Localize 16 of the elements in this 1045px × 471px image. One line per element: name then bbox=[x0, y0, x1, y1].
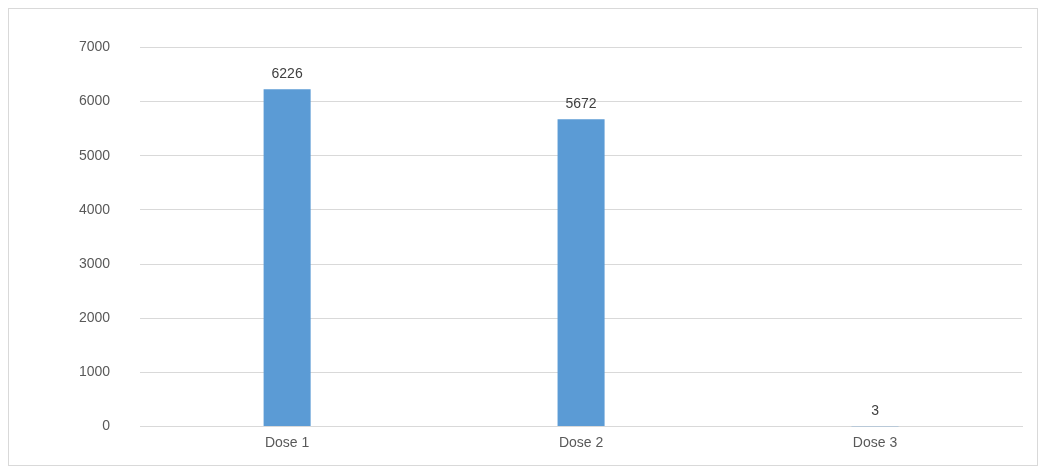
bar bbox=[263, 89, 311, 427]
y-tick-label: 5000 bbox=[78, 146, 111, 163]
y-tick-label: 3000 bbox=[78, 254, 111, 271]
y-tick-label: 7000 bbox=[78, 38, 111, 55]
data-label: 6226 bbox=[271, 65, 303, 82]
data-label: 3 bbox=[871, 402, 880, 419]
y-tick-label: 6000 bbox=[78, 92, 111, 109]
bar bbox=[557, 119, 605, 427]
y-tick-label: 0 bbox=[102, 417, 111, 434]
y-tick-label: 2000 bbox=[78, 309, 111, 326]
y-tick-label: 4000 bbox=[78, 200, 111, 217]
x-tick-label: Dose 2 bbox=[558, 433, 604, 450]
x-tick-label: Dose 3 bbox=[852, 433, 898, 450]
x-tick-label: Dose 1 bbox=[264, 433, 310, 450]
y-tick-label: 1000 bbox=[78, 363, 111, 380]
data-label: 5672 bbox=[565, 95, 597, 112]
